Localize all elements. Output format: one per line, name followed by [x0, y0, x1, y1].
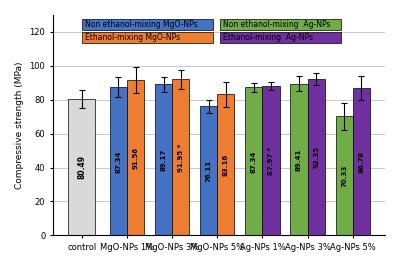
- Text: 76.11: 76.11: [206, 160, 212, 182]
- Bar: [262, 86, 280, 235]
- Text: Ethanol-mixing MgO-NPs: Ethanol-mixing MgO-NPs: [85, 33, 180, 42]
- Bar: [110, 87, 127, 235]
- Text: 89.41: 89.41: [296, 148, 302, 171]
- Bar: [245, 87, 262, 235]
- Bar: [200, 106, 217, 235]
- Text: Ethanol-mixing  Ag-NPs: Ethanol-mixing Ag-NPs: [223, 33, 313, 42]
- Text: 87.97 *: 87.97 *: [268, 147, 274, 175]
- Bar: [127, 80, 144, 235]
- Text: 80.49: 80.49: [77, 155, 86, 179]
- Text: 87.34: 87.34: [251, 150, 257, 172]
- Y-axis label: Compressive strength (MPa): Compressive strength (MPa): [15, 61, 24, 189]
- Bar: [353, 88, 370, 235]
- Text: 70.33: 70.33: [341, 165, 347, 187]
- Text: 92.35: 92.35: [313, 146, 319, 168]
- Text: 91.56: 91.56: [132, 147, 138, 169]
- Bar: [290, 84, 308, 235]
- Bar: [172, 80, 189, 235]
- FancyBboxPatch shape: [82, 19, 213, 30]
- FancyBboxPatch shape: [82, 32, 213, 43]
- Bar: [336, 116, 353, 235]
- Text: 87.34: 87.34: [115, 150, 121, 172]
- Bar: [155, 84, 172, 235]
- Bar: [308, 79, 325, 235]
- Bar: [68, 99, 96, 235]
- FancyBboxPatch shape: [220, 32, 342, 43]
- Bar: [217, 95, 234, 235]
- Text: 89.17: 89.17: [160, 149, 166, 171]
- Text: 83.16: 83.16: [223, 154, 229, 176]
- Text: Non ethanol-mixing  Ag-NPs: Non ethanol-mixing Ag-NPs: [223, 20, 330, 29]
- Text: Non ethanol-mixing MgO-NPs: Non ethanol-mixing MgO-NPs: [85, 20, 198, 29]
- Text: 86.78: 86.78: [358, 151, 364, 173]
- FancyBboxPatch shape: [220, 19, 342, 30]
- Text: 91.95 *: 91.95 *: [178, 143, 184, 172]
